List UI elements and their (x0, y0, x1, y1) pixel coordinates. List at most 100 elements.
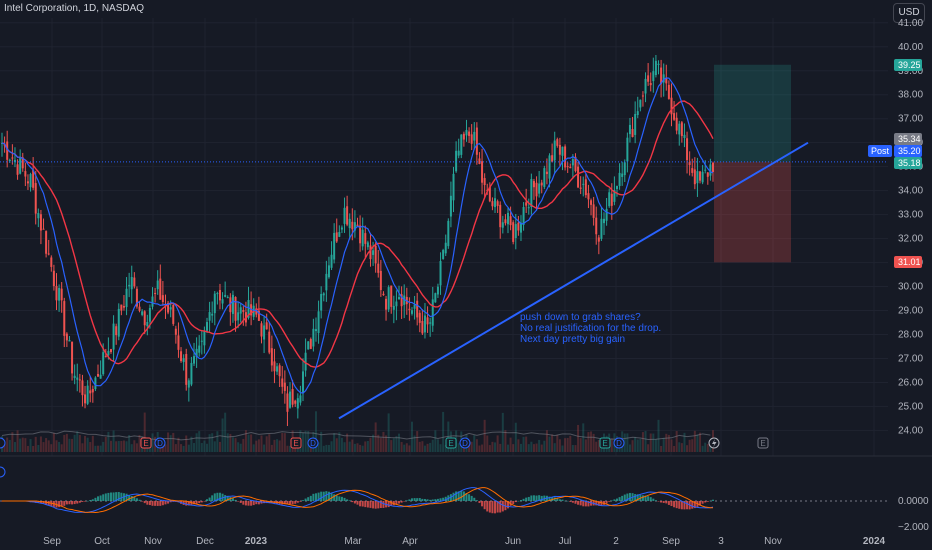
macd-histogram-bar (709, 500, 712, 502)
volume-bar (680, 443, 683, 452)
earnings-marker[interactable]: E (445, 437, 457, 449)
symbol-title[interactable]: Intel Corporation, 1D, NASDAQ (4, 3, 145, 14)
volume-bar (623, 433, 626, 452)
macd-histogram-bar (577, 501, 580, 505)
volume-bar (667, 434, 670, 452)
candle (94, 376, 97, 392)
volume-bar (68, 438, 71, 452)
candle (418, 310, 421, 333)
dividend-marker[interactable]: D (613, 437, 625, 449)
macd-histogram-bar (457, 491, 460, 501)
earnings-marker[interactable]: E (757, 437, 769, 449)
macd-histogram-bar (465, 493, 468, 501)
dividend-marker[interactable]: D (459, 437, 471, 449)
volume-bar (231, 437, 234, 452)
macd-histogram-bar (665, 501, 668, 504)
volume-bar (52, 432, 55, 452)
volume-bar (218, 441, 221, 452)
candle (351, 208, 354, 241)
candle (636, 96, 639, 119)
macd-histogram-bar (530, 495, 533, 501)
macd-histogram-bar (436, 498, 439, 501)
macd-histogram-bar (408, 499, 411, 501)
volume-bar (6, 437, 9, 452)
macd-histogram-bar (216, 492, 219, 501)
macd-histogram-bar (330, 493, 333, 501)
volume-bar (488, 445, 491, 452)
candle (579, 176, 582, 195)
macd-histogram-bar (320, 491, 323, 501)
candle (512, 220, 515, 245)
macd-histogram-bar (387, 501, 390, 508)
annotation-line-2[interactable]: No real justification for the drop. (520, 323, 661, 334)
volume-bar (24, 438, 27, 452)
candle (481, 148, 484, 195)
annotation-line-1[interactable]: push down to grab shares? (520, 312, 641, 323)
volume-bar (348, 441, 351, 452)
candle (291, 379, 294, 408)
earnings-marker[interactable]: E (140, 437, 152, 449)
candle (309, 337, 312, 350)
macd-histogram-bar (423, 498, 426, 501)
candle (465, 119, 468, 142)
volume-bar (553, 443, 556, 452)
macd-histogram-bar (470, 495, 473, 501)
macd-histogram-bar (307, 497, 310, 501)
macd-histogram-bar (148, 501, 151, 506)
candle (564, 144, 567, 171)
volume-bar (644, 430, 647, 452)
annotation-line-3[interactable]: Next day pretty big gain (520, 334, 625, 345)
macd-histogram-bar (104, 493, 107, 501)
macd-histogram-bar (699, 501, 702, 506)
currency-button[interactable]: USD (893, 3, 925, 23)
candle (400, 286, 403, 319)
price-axis[interactable]: 41.0040.0039.0038.0037.0036.0035.0034.00… (898, 18, 923, 437)
volume-bar (426, 443, 429, 452)
time-axis[interactable]: Sep Oct Nov Dec 2023 Mar Apr Jun Jul 2 Sep 3 Nov 2024 (43, 536, 885, 547)
volume-bar (364, 441, 367, 452)
earnings-marker[interactable]: E (599, 437, 611, 449)
macd-histogram-bar (130, 495, 133, 501)
dividend-marker[interactable]: D (307, 437, 319, 449)
macd-histogram-bar (712, 499, 714, 501)
candle (182, 354, 185, 371)
time-tick-label: Jul (559, 536, 572, 547)
candle (47, 239, 50, 256)
macd-histogram-bar (369, 501, 372, 508)
volume-bar (330, 441, 333, 452)
volume-bar (65, 433, 68, 452)
candle (330, 241, 333, 270)
edge-dividend-marker[interactable] (0, 437, 6, 449)
candle (86, 380, 89, 406)
volume-bar (102, 441, 105, 452)
ascending-trendline[interactable] (338, 141, 809, 420)
candle (444, 234, 447, 256)
macd-histogram-bar (327, 491, 330, 501)
macd-histogram-bar (660, 501, 663, 503)
candle (501, 215, 504, 234)
volume-bar (58, 441, 61, 452)
candle (125, 277, 128, 316)
volume-bar (193, 443, 196, 452)
volume-bar (535, 443, 538, 452)
candle (507, 207, 510, 234)
edge-dividend-marker[interactable] (0, 466, 6, 478)
macd-histogram-bar (556, 498, 559, 501)
candle (71, 341, 74, 381)
volume-bar (213, 441, 216, 452)
volume-bar (89, 442, 92, 452)
macd-histogram-bar (403, 501, 406, 502)
volume-bar (696, 434, 699, 452)
volume-bar (509, 437, 512, 452)
volume-bar (239, 443, 242, 452)
earnings-marker[interactable]: E (290, 437, 302, 449)
candle (296, 393, 299, 419)
lightning-icon[interactable] (708, 437, 720, 449)
candle (449, 181, 452, 228)
macd-histogram-bar (597, 501, 600, 506)
dividend-marker[interactable]: D (154, 437, 166, 449)
candle (120, 304, 123, 316)
candle (683, 123, 686, 148)
volume-bar (499, 443, 502, 452)
